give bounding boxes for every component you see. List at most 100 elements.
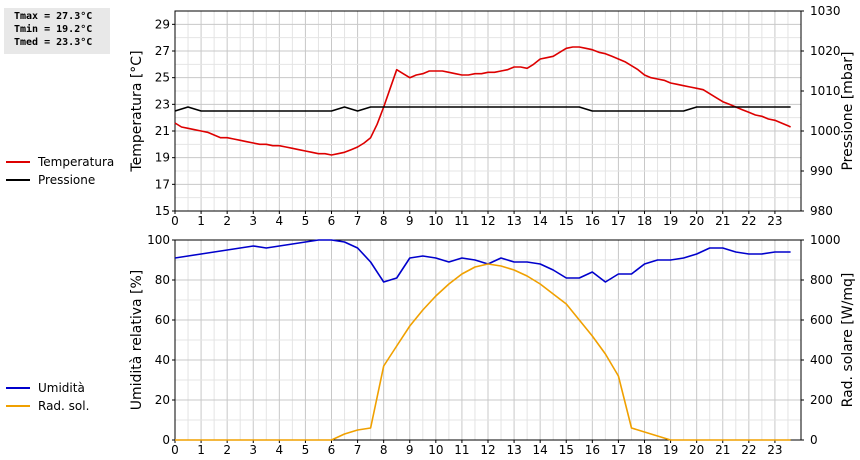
- x-tick-label: 3: [249, 214, 257, 228]
- x-tick-label: 6: [328, 443, 336, 457]
- y-tick-label: 60: [155, 313, 170, 327]
- y-tick-label: 25: [155, 71, 170, 85]
- x-tick-label: 22: [741, 214, 756, 228]
- x-tick-label: 13: [506, 443, 521, 457]
- x-tick-label: 10: [428, 443, 443, 457]
- x-tick-label: 7: [354, 443, 362, 457]
- y2-axis-label: Rad. solare [W/mq]: [840, 273, 856, 408]
- y-tick-label: 17: [155, 177, 170, 191]
- x-tick-label: 0: [171, 214, 179, 228]
- x-tick-label: 15: [559, 214, 574, 228]
- tmax-text: Tmax = 27.3°C: [14, 11, 93, 22]
- y2-axis-label: Pressione [mbar]: [840, 51, 856, 170]
- x-tick-label: 13: [506, 214, 521, 228]
- stats-box: Tmax = 27.3°C Tmin = 19.2°C Tmed = 23.3°…: [4, 8, 110, 54]
- series-line-pressione: [174, 106, 791, 112]
- y2-tick-label: 200: [810, 393, 833, 407]
- x-tick-label: 20: [689, 214, 704, 228]
- series-line-umidit-: [174, 239, 791, 283]
- y2-tick-label: 800: [810, 273, 833, 287]
- x-tick-label: 10: [428, 214, 443, 228]
- y-tick-label: 100: [147, 233, 170, 247]
- x-tick-label: 12: [480, 214, 495, 228]
- series-line-temperatura: [174, 46, 791, 156]
- legend-label-umidita: Umidità: [38, 381, 85, 395]
- y-tick-label: 0: [162, 433, 170, 447]
- x-tick-label: 16: [585, 214, 600, 228]
- x-tick-label: 4: [276, 214, 284, 228]
- x-tick-label: 8: [380, 214, 388, 228]
- x-tick-label: 5: [302, 443, 310, 457]
- legend-label-pressione: Pressione: [38, 173, 96, 187]
- x-tick-label: 11: [454, 443, 469, 457]
- x-tick-label: 19: [663, 214, 678, 228]
- y2-tick-label: 1030: [810, 4, 841, 18]
- x-tick-label: 12: [480, 443, 495, 457]
- x-tick-label: 18: [637, 443, 652, 457]
- y-tick-label: 23: [155, 97, 170, 111]
- x-tick-label: 9: [406, 214, 414, 228]
- y-tick-label: 21: [155, 124, 170, 138]
- x-tick-label: 17: [611, 214, 626, 228]
- x-tick-label: 1: [197, 443, 205, 457]
- legend-swatch-rad-sol: [6, 405, 30, 407]
- x-tick-label: 9: [406, 443, 414, 457]
- x-tick-label: 14: [533, 443, 548, 457]
- x-tick-label: 3: [249, 443, 257, 457]
- x-tick-label: 17: [611, 443, 626, 457]
- y-tick-label: 20: [155, 393, 170, 407]
- legend-top: Temperatura Pressione: [6, 153, 114, 189]
- x-tick-label: 23: [767, 443, 782, 457]
- x-tick-label: 4: [276, 443, 284, 457]
- y-axis-label: Umidità relativa [%]: [129, 270, 145, 411]
- legend-item-umidita: Umidità: [6, 379, 89, 397]
- y2-tick-label: 400: [810, 353, 833, 367]
- x-tick-label: 18: [637, 214, 652, 228]
- y-tick-label: 80: [155, 273, 170, 287]
- x-tick-label: 8: [380, 443, 388, 457]
- y2-tick-label: 1000: [810, 233, 841, 247]
- legend-swatch-pressione: [6, 179, 30, 181]
- legend-item-rad-sol: Rad. sol.: [6, 397, 89, 415]
- x-tick-label: 19: [663, 443, 678, 457]
- legend-item-pressione: Pressione: [6, 171, 114, 189]
- x-tick-label: 23: [767, 214, 782, 228]
- legend-item-temperatura: Temperatura: [6, 153, 114, 171]
- tmin-text: Tmin = 19.2°C: [14, 24, 93, 35]
- x-tick-label: 2: [223, 443, 231, 457]
- y2-tick-label: 600: [810, 313, 833, 327]
- y2-tick-label: 990: [810, 164, 833, 178]
- y-tick-label: 27: [155, 44, 170, 58]
- x-tick-label: 7: [354, 214, 362, 228]
- y2-tick-label: 980: [810, 204, 833, 218]
- series-line-rad-sol-: [175, 263, 791, 441]
- chart-1: 0 1 2 3 4 5 6 7 8 9 10 11 12 13 14 15 16 17 18 19 20 21 22 2315…: [129, 4, 856, 228]
- x-tick-label: 2: [223, 214, 231, 228]
- x-tick-label: 0: [171, 443, 179, 457]
- y-axis-label: Temperatura [°C]: [129, 50, 145, 172]
- y-tick-label: 29: [155, 17, 170, 31]
- x-tick-label: 11: [454, 214, 469, 228]
- x-tick-label: 14: [533, 214, 548, 228]
- x-tick-label: 5: [302, 214, 310, 228]
- chart-2: 0 1 2 3 4 5 6 7 8 9 10 11 12 13 14 15 16 17 18 19 20 21 22 2302…: [129, 233, 856, 457]
- x-tick-label: 16: [585, 443, 600, 457]
- legend-swatch-umidita: [6, 387, 30, 389]
- y2-tick-label: 1000: [810, 124, 841, 138]
- legend-bottom: Umidità Rad. sol.: [6, 379, 89, 415]
- legend-label-rad-sol: Rad. sol.: [38, 399, 90, 413]
- y-tick-label: 19: [155, 151, 170, 165]
- legend-swatch-temperatura: [6, 161, 30, 163]
- x-tick-label: 22: [741, 443, 756, 457]
- x-tick-label: 21: [715, 214, 730, 228]
- x-tick-label: 21: [715, 443, 730, 457]
- x-tick-label: 15: [559, 443, 574, 457]
- y-tick-label: 40: [155, 353, 170, 367]
- y2-tick-label: 1010: [810, 84, 841, 98]
- tmed-text: Tmed = 23.3°C: [14, 37, 93, 48]
- y2-tick-label: 0: [810, 433, 818, 447]
- y2-tick-label: 1020: [810, 44, 841, 58]
- x-tick-label: 20: [689, 443, 704, 457]
- x-tick-label: 6: [328, 214, 336, 228]
